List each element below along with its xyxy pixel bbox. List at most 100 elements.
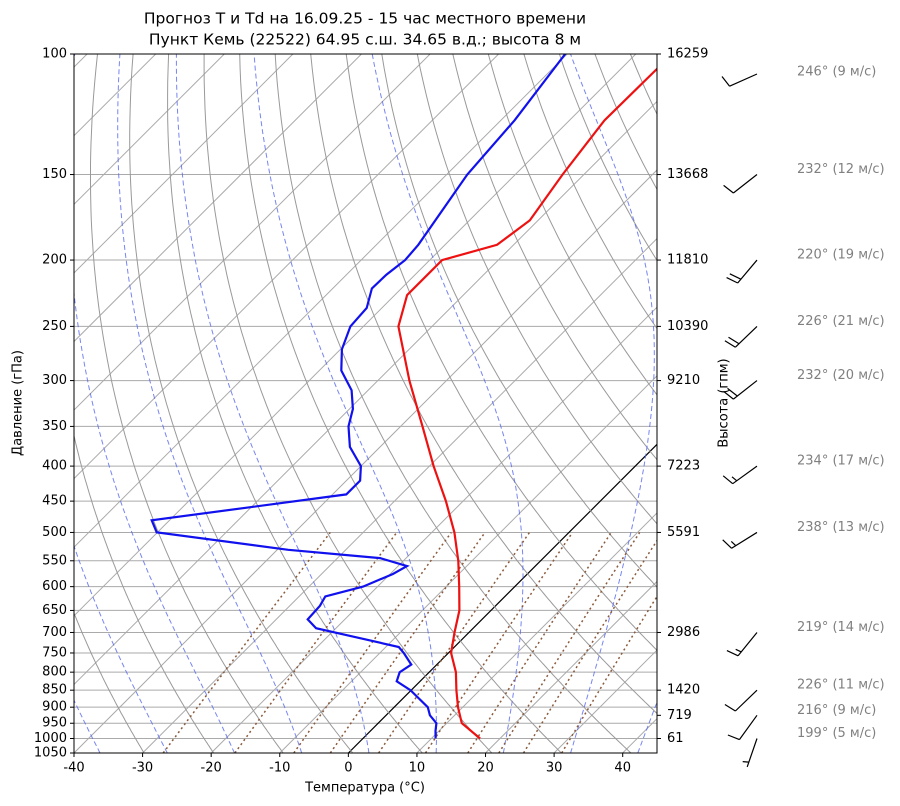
y-tick-label: 700: [42, 625, 67, 640]
dry-adiabat: [345, 54, 657, 652]
mixing-ratio: [467, 531, 612, 753]
wind-barb: [727, 714, 758, 741]
dry-adiabat: [310, 54, 657, 715]
wind-label: 220° (19 м/с): [797, 248, 885, 263]
isotherm: [210, 306, 657, 753]
plot-data: [150, 54, 657, 740]
mixing-ratio: [498, 531, 641, 753]
wind-barb: [726, 632, 758, 657]
y-tick-label: 300: [42, 373, 67, 388]
dry-adiabat: [416, 54, 657, 525]
y2-tick-label: 1420: [667, 683, 700, 698]
isotherm: [74, 54, 637, 617]
wind-barb: [722, 531, 758, 549]
plot-frame: [73, 53, 658, 754]
y-tick-label: 250: [42, 319, 67, 334]
y-tick-label: 950: [42, 716, 67, 731]
y2-tick-label: 16259: [667, 47, 708, 62]
dry-adiabat: [879, 54, 900, 753]
wind-barb: [724, 325, 758, 348]
dry-adiabat: [452, 54, 657, 461]
y-tick-label: 850: [42, 683, 67, 698]
mixing-ratio: [293, 531, 452, 753]
isotherm: [74, 100, 657, 686]
isotherm: [622, 717, 657, 753]
wind-label: 232° (20 м/с): [797, 368, 885, 383]
plot-background: [74, 54, 900, 753]
mixing-ratio: [522, 539, 657, 753]
wind-label: 238° (13 м/с): [797, 520, 885, 535]
moist-adiabat: [637, 700, 657, 753]
wind-label: 216° (9 м/с): [797, 703, 876, 718]
y-tick-label: 650: [42, 603, 67, 618]
wind-barb: [723, 174, 758, 194]
x-tick-label: -20: [201, 761, 222, 776]
wind-label: 219° (14 м/с): [797, 620, 885, 635]
mixing-ratio: [234, 531, 398, 753]
mixing-ratio: [424, 531, 574, 753]
y-tick-label: 350: [42, 419, 67, 434]
dry-adiabat: [74, 433, 215, 753]
y2-tick-label: 9210: [667, 373, 700, 388]
x-tick-label: -10: [269, 761, 290, 776]
dry-adiabat: [203, 54, 493, 753]
y-tick-label: 500: [42, 525, 67, 540]
isotherm: [74, 54, 294, 274]
wind-barb: [723, 380, 758, 400]
wind-label: 234° (17 м/с): [797, 454, 885, 469]
moist-adiabat: [74, 54, 235, 753]
y-tick-label: 800: [42, 665, 67, 680]
y-tick-label: 400: [42, 459, 67, 474]
wind-barb: [724, 689, 758, 712]
y-tick-label: 100: [42, 47, 67, 62]
dry-adiabat: [274, 54, 632, 753]
dry-adiabat: [844, 54, 900, 753]
profile-line: [150, 54, 567, 739]
dry-adiabat: [90, 54, 284, 753]
chart-title: Прогноз T и Td на 16.09.25 - 15 час мест…: [144, 10, 586, 28]
moist-adiabat: [570, 54, 655, 753]
isotherm: [347, 443, 657, 753]
wind-label: 199° (5 м/с): [797, 726, 876, 741]
dry-adiabat: [629, 54, 657, 116]
y-tick-label: 550: [42, 553, 67, 568]
y2-tick-label: 719: [667, 708, 692, 723]
y2-tick-label: 10390: [667, 319, 708, 334]
y2-tick-label: 13668: [667, 167, 708, 182]
wind-barb: [742, 738, 758, 768]
isotherm: [416, 512, 657, 753]
isotherm: [74, 54, 431, 411]
isotherm: [74, 54, 225, 206]
x-tick-label: 40: [614, 761, 631, 776]
y2-tick-label: 7223: [667, 459, 700, 474]
x-tick-label: 20: [477, 761, 494, 776]
wind-label: 226° (21 м/с): [797, 314, 885, 329]
y-tick-label: 1050: [34, 746, 67, 761]
dry-adiabat: [129, 54, 354, 753]
y2-axis-label: Высота (гпм): [717, 358, 732, 447]
isotherm: [485, 580, 657, 753]
mixing-ratio: [561, 594, 657, 753]
y-tick-label: 900: [42, 700, 67, 715]
x-tick-label: -30: [132, 761, 153, 776]
isotherm: [74, 54, 568, 548]
isotherm: [74, 54, 499, 480]
wind-label: 246° (9 м/с): [797, 65, 876, 80]
moist-adiabat: [371, 54, 524, 753]
dry-adiabat: [808, 54, 900, 753]
y2-tick-label: 61: [667, 731, 684, 746]
dry-adiabat: [74, 611, 145, 753]
y-axis-label: Давление (гПа): [11, 350, 26, 456]
wind-barb: [722, 465, 758, 485]
profile-line: [397, 67, 657, 740]
x-tick-label: 10: [409, 761, 426, 776]
wind-barb: [726, 259, 758, 284]
wind-label: 226° (11 м/с): [797, 678, 885, 693]
dry-adiabat: [381, 54, 657, 588]
dry-adiabat: [487, 54, 657, 396]
y2-tick-label: 11810: [667, 253, 708, 268]
wind-label: 232° (12 м/с): [797, 162, 885, 177]
isotherm: [279, 375, 657, 753]
dry-adiabat: [239, 54, 562, 753]
